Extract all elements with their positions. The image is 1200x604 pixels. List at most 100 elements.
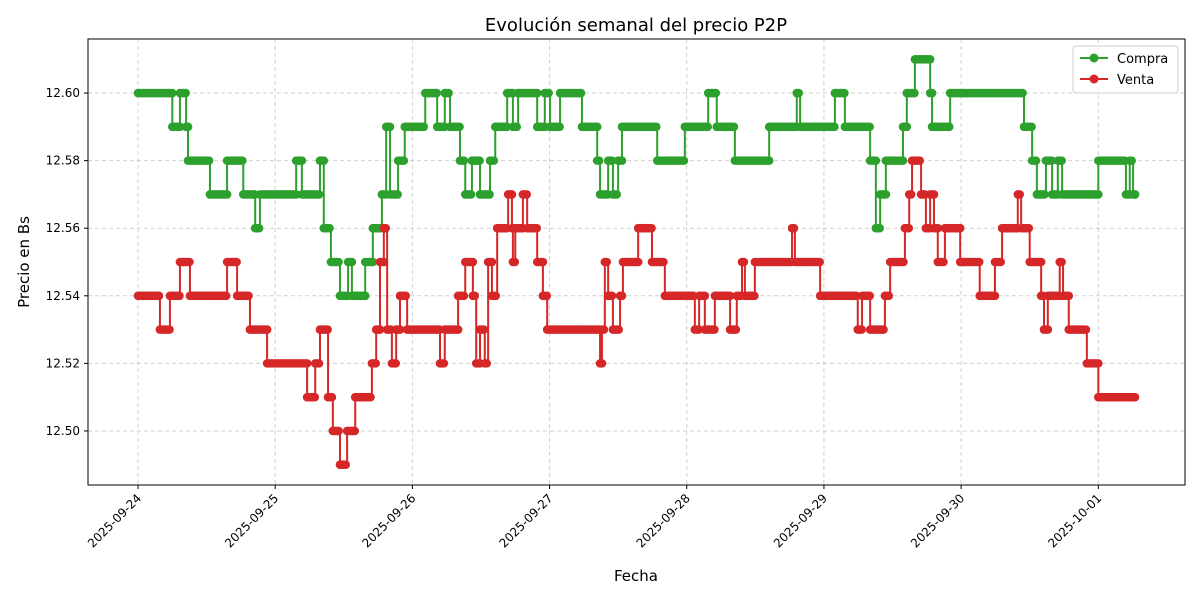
data-point-compra bbox=[1057, 156, 1066, 165]
data-point-compra bbox=[910, 88, 919, 98]
y-tick-label: 12.54 bbox=[46, 289, 80, 303]
data-point-venta bbox=[607, 291, 617, 301]
x-axis-label: Fecha bbox=[614, 567, 658, 585]
data-point-compra bbox=[865, 122, 874, 132]
data-point-compra bbox=[830, 122, 839, 132]
data-point-compra bbox=[927, 88, 937, 98]
data-point-venta bbox=[974, 257, 984, 267]
data-point-compra bbox=[183, 122, 193, 132]
data-point-venta bbox=[302, 359, 312, 368]
data-point-compra bbox=[222, 190, 232, 199]
data-point-venta bbox=[401, 291, 411, 301]
data-point-venta bbox=[865, 291, 874, 301]
data-point-venta bbox=[647, 223, 656, 233]
data-point-venta bbox=[1015, 190, 1025, 199]
legend-marker-venta bbox=[1089, 74, 1099, 84]
data-point-compra bbox=[607, 156, 617, 165]
data-point-venta bbox=[1130, 392, 1140, 402]
data-point-compra bbox=[489, 156, 499, 165]
data-point-compra bbox=[1127, 156, 1136, 165]
data-point-compra bbox=[576, 88, 586, 98]
data-point-compra bbox=[204, 156, 214, 165]
data-point-compra bbox=[764, 156, 774, 165]
data-point-venta bbox=[990, 291, 1000, 301]
y-tick-label: 12.52 bbox=[46, 356, 80, 370]
data-point-venta bbox=[1081, 325, 1091, 334]
data-point-venta bbox=[939, 257, 948, 267]
data-point-venta bbox=[375, 325, 385, 334]
data-point-venta bbox=[185, 257, 194, 267]
data-point-venta bbox=[482, 359, 491, 368]
data-point-venta bbox=[602, 257, 612, 267]
data-point-compra bbox=[432, 88, 441, 98]
data-point-compra bbox=[711, 88, 721, 98]
data-point-venta bbox=[915, 156, 924, 165]
data-point-compra bbox=[485, 190, 494, 199]
data-point-compra bbox=[1031, 156, 1041, 165]
data-point-venta bbox=[899, 257, 908, 267]
data-point-venta bbox=[694, 325, 703, 334]
data-point-venta bbox=[750, 291, 759, 301]
data-point-venta bbox=[379, 257, 389, 267]
data-point-compra bbox=[399, 156, 409, 165]
y-axis-label: Precio en Bs bbox=[15, 216, 33, 308]
data-point-compra bbox=[1047, 156, 1056, 165]
data-point-compra bbox=[794, 88, 803, 98]
data-point-venta bbox=[479, 325, 489, 334]
data-point-compra bbox=[612, 190, 622, 199]
data-point-venta bbox=[522, 190, 532, 199]
data-point-venta bbox=[334, 426, 343, 436]
data-point-compra bbox=[1094, 190, 1103, 199]
data-point-compra bbox=[1130, 190, 1140, 199]
data-point-compra bbox=[729, 122, 739, 132]
series-venta bbox=[133, 156, 1140, 470]
data-point-venta bbox=[710, 325, 719, 334]
data-point-venta bbox=[725, 291, 735, 301]
data-point-venta bbox=[996, 257, 1005, 267]
data-point-venta bbox=[350, 426, 360, 436]
data-point-compra bbox=[325, 223, 334, 233]
data-point-venta bbox=[221, 291, 231, 301]
data-point-compra bbox=[679, 156, 689, 165]
y-tick-label: 12.56 bbox=[46, 221, 80, 235]
data-point-compra bbox=[617, 156, 627, 165]
data-point-venta bbox=[323, 325, 332, 334]
data-point-venta bbox=[175, 291, 184, 301]
data-point-compra bbox=[1018, 88, 1027, 98]
legend-label-compra: Compra bbox=[1117, 52, 1168, 67]
data-point-compra bbox=[512, 122, 522, 132]
data-point-compra bbox=[898, 156, 908, 165]
data-point-venta bbox=[453, 325, 463, 334]
data-point-venta bbox=[929, 190, 939, 199]
data-point-venta bbox=[739, 257, 749, 267]
data-point-venta bbox=[906, 190, 916, 199]
plot-frame bbox=[87, 38, 1186, 486]
data-point-compra bbox=[347, 257, 357, 267]
data-point-compra bbox=[314, 190, 324, 199]
data-point-venta bbox=[341, 460, 350, 470]
data-point-venta bbox=[510, 257, 520, 267]
legend-label-venta: Venta bbox=[1117, 73, 1154, 88]
data-point-venta bbox=[879, 325, 888, 334]
data-point-venta bbox=[154, 291, 164, 301]
data-point-venta bbox=[314, 359, 324, 368]
data-point-compra bbox=[594, 156, 604, 165]
data-point-venta bbox=[244, 291, 253, 301]
data-point-compra bbox=[592, 122, 602, 132]
series-layer bbox=[133, 54, 1140, 470]
data-point-venta bbox=[597, 359, 607, 368]
data-point-compra bbox=[925, 54, 935, 64]
data-point-venta bbox=[1024, 223, 1034, 233]
data-point-venta bbox=[1094, 359, 1103, 368]
data-point-compra bbox=[459, 156, 469, 165]
data-point-venta bbox=[815, 257, 824, 267]
data-point-venta bbox=[1064, 291, 1074, 301]
data-point-venta bbox=[857, 325, 866, 334]
data-point-venta bbox=[232, 257, 241, 267]
data-point-venta bbox=[955, 223, 965, 233]
data-point-venta bbox=[391, 359, 401, 368]
data-point-compra bbox=[444, 88, 453, 98]
data-point-venta bbox=[1043, 325, 1053, 334]
data-point-venta bbox=[165, 325, 174, 334]
y-tick-label: 12.50 bbox=[46, 424, 80, 438]
